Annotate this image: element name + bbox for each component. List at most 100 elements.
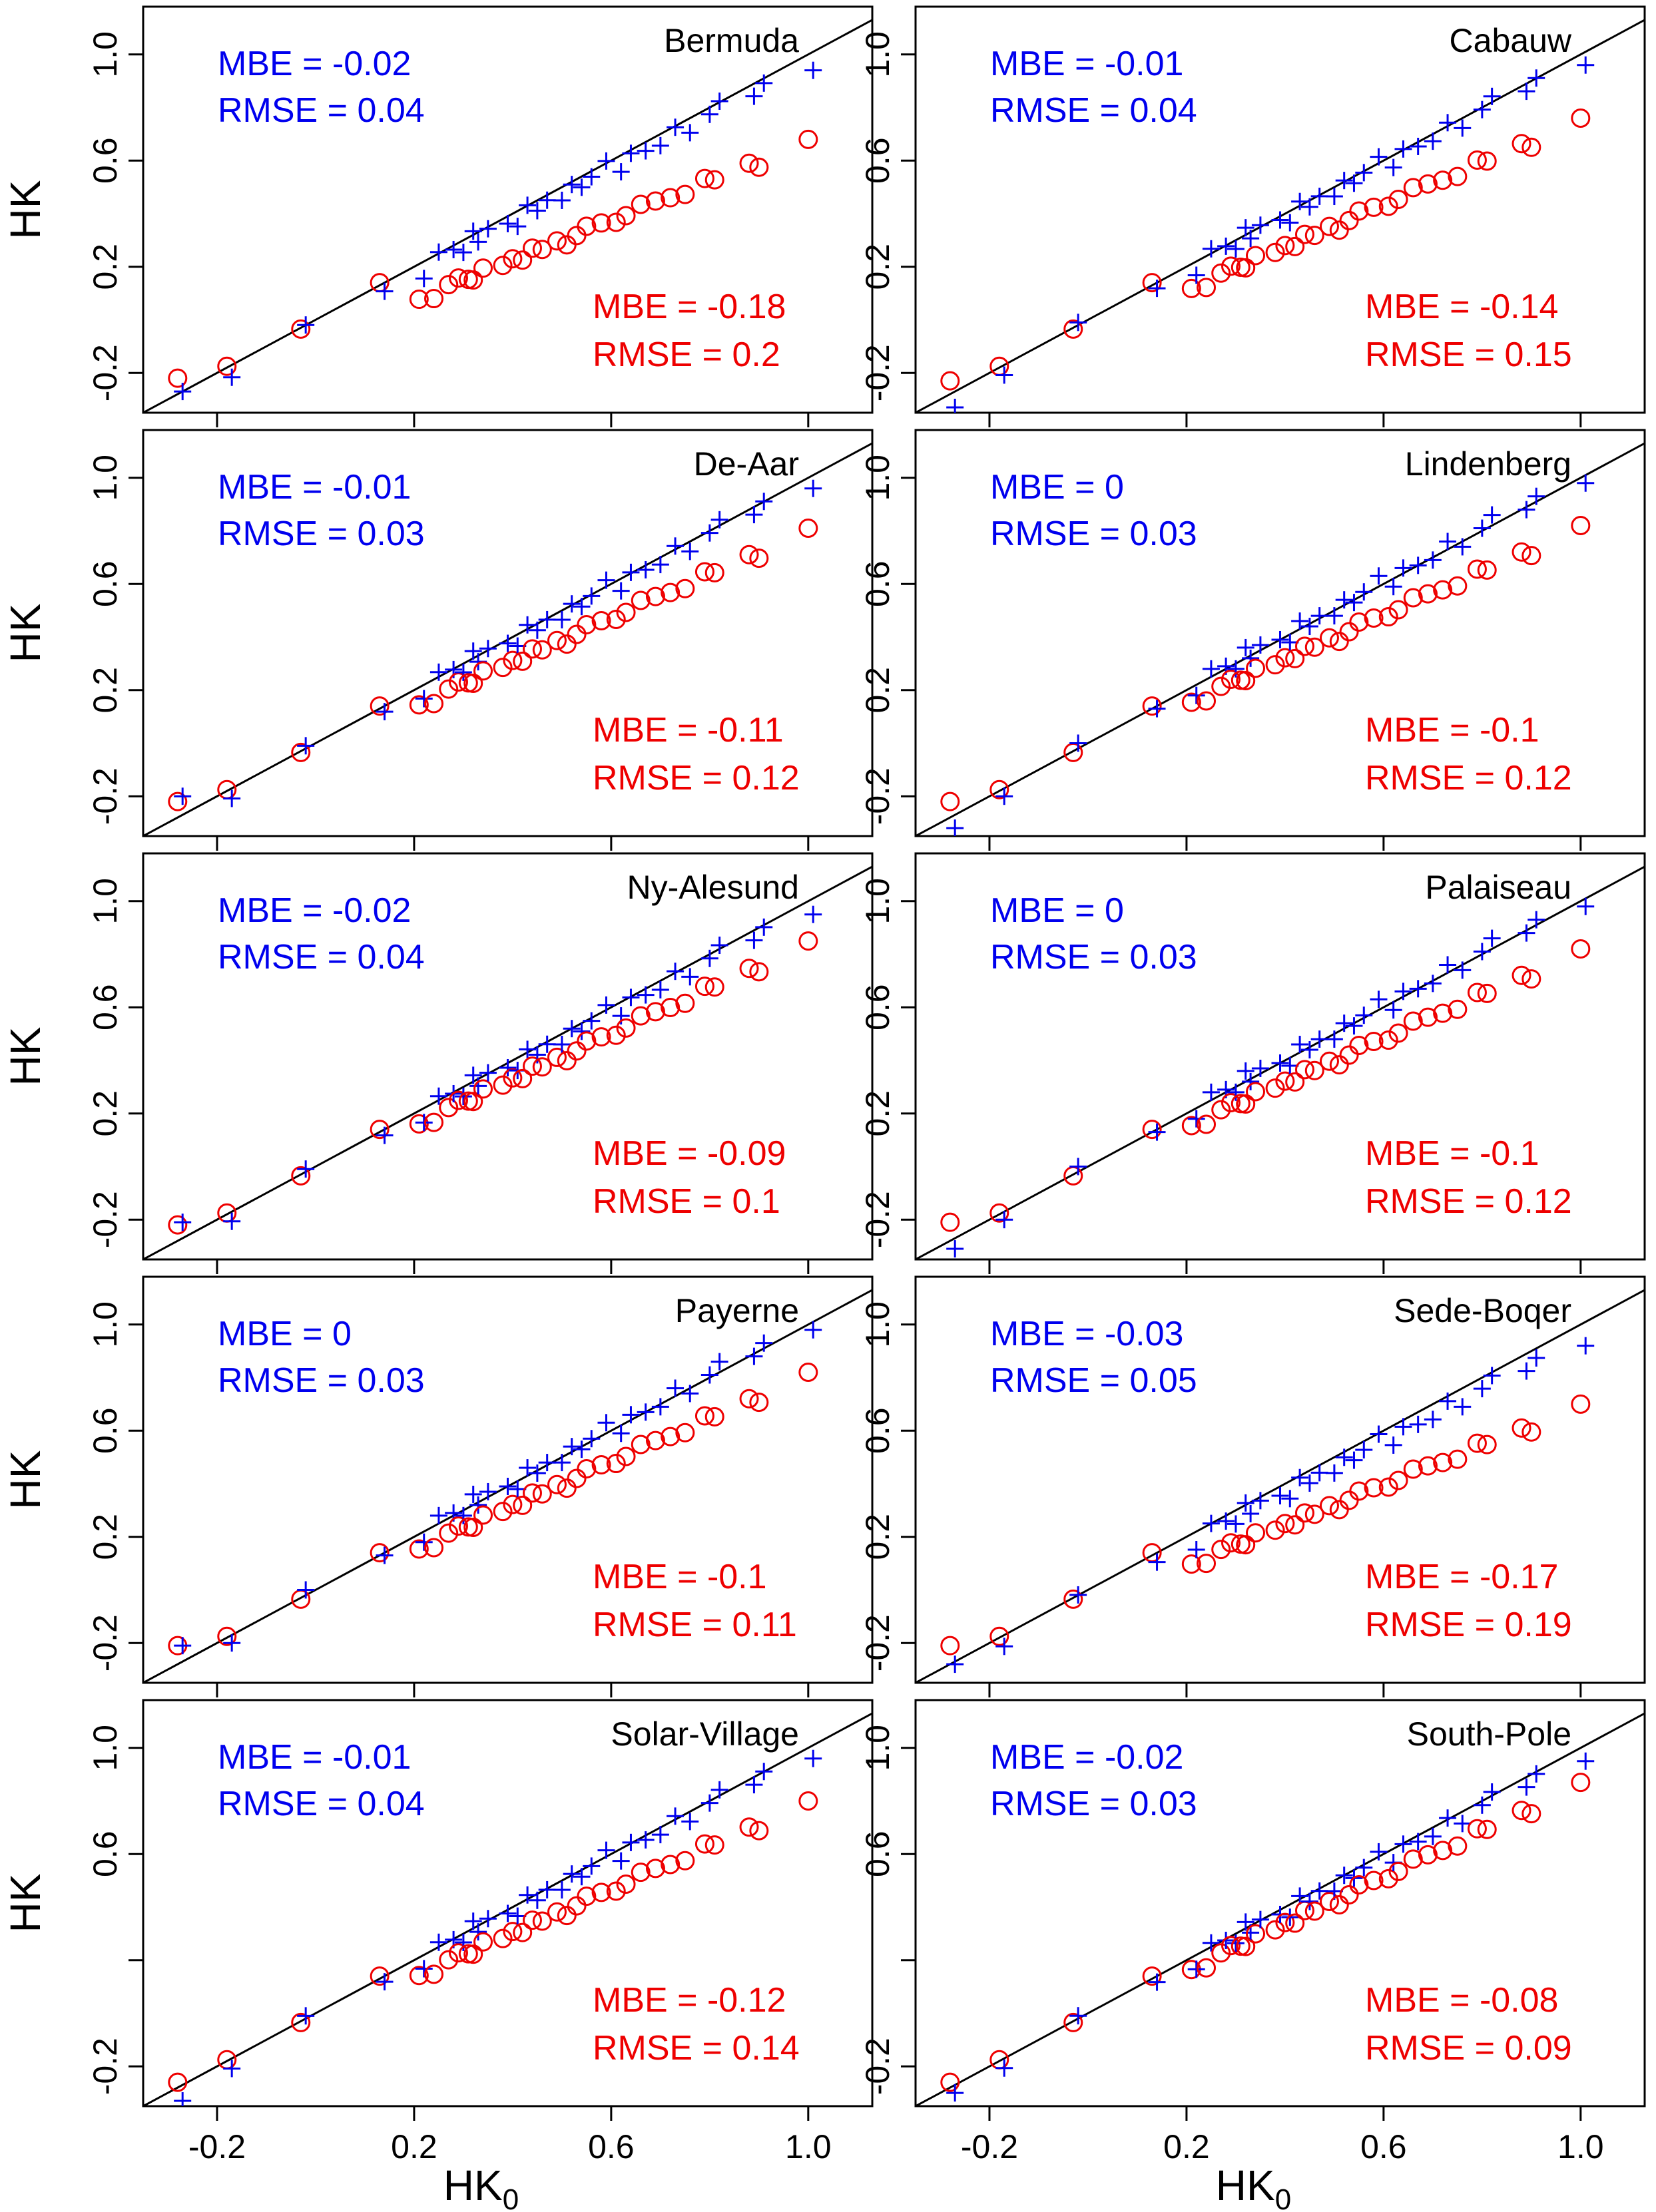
red-rmse: RMSE = 0.12: [593, 759, 800, 797]
red-circle-point: [1571, 516, 1591, 536]
red-circle-point: [439, 1098, 459, 1118]
red-mbe: MBE = -0.09: [593, 1134, 786, 1173]
red-circle-point: [532, 1911, 552, 1931]
red-circle-point: [532, 1484, 552, 1504]
station-name: Ny-Alesund: [627, 869, 799, 906]
red-circle-point: [645, 1431, 665, 1450]
red-circle-point: [798, 129, 818, 149]
red-circle-point: [1467, 983, 1487, 1002]
y-tick-label: 1.0: [87, 1725, 124, 1771]
blue-rmse: RMSE = 0.04: [218, 91, 425, 130]
red-circle-point: [424, 289, 444, 309]
red-circle-point: [577, 614, 597, 634]
red-circle-point: [1388, 1470, 1408, 1490]
red-circle-point: [1246, 1924, 1266, 1944]
y-tick-label: 0.6: [87, 1831, 124, 1877]
red-circle-point: [940, 371, 960, 391]
red-circle-point: [1448, 576, 1468, 596]
red-circle-point: [463, 270, 483, 290]
blue-rmse: RMSE = 0.03: [990, 938, 1197, 977]
panel-frame: [914, 1699, 1646, 2107]
red-circle-point: [616, 206, 636, 226]
red-circle-point: [513, 651, 533, 671]
red-circle-point: [1521, 1422, 1541, 1442]
data-points: [168, 61, 822, 401]
red-circle-point: [1467, 1433, 1487, 1453]
red-circle-point: [291, 1166, 311, 1186]
y-tick-label: 1.0: [859, 1301, 896, 1348]
red-circle-point: [1275, 236, 1295, 256]
red-circle-point: [1197, 1114, 1217, 1134]
y-tick-label: 0.6: [87, 560, 124, 607]
red-circle-point: [1512, 1418, 1531, 1438]
blue-mbe: MBE = -0.02: [218, 891, 411, 930]
red-circle-point: [493, 1502, 513, 1522]
x-axis-title-subscript: 0: [1275, 2183, 1291, 2212]
red-circle-point: [168, 2072, 188, 2092]
red-circle-point: [704, 1407, 724, 1427]
red-circle-point: [1378, 1477, 1398, 1497]
red-circle-point: [1246, 1523, 1266, 1543]
red-circle-point: [661, 582, 681, 602]
y-tick-label: 1.0: [859, 31, 896, 78]
x-axis-title-main: HK: [1216, 2161, 1275, 2209]
red-circle-point: [1063, 319, 1083, 339]
red-circle-point: [503, 249, 523, 269]
red-circle-point: [1142, 1120, 1162, 1140]
red-circle-point: [739, 1389, 759, 1409]
red-circle-point: [694, 168, 714, 188]
red-circle-point: [291, 742, 311, 762]
red-circle-point: [704, 170, 724, 190]
red-circle-point: [616, 1874, 636, 1894]
red-circle-point: [449, 1943, 469, 1963]
blue-rmse: RMSE = 0.03: [218, 515, 425, 553]
x-axis-title: HK0: [443, 2161, 519, 2212]
red-circle-point: [1339, 1045, 1359, 1065]
red-circle-point: [675, 184, 695, 204]
blue-mbe: MBE = -0.02: [990, 1738, 1183, 1777]
red-circle-point: [1477, 983, 1497, 1003]
red-circle-point: [1418, 1456, 1438, 1476]
red-circle-point: [940, 1636, 960, 1656]
panel-lindenberg: -0.2 0.2 0.6 1.0 Lindenberg MBE = 0 RMSE = 0.0…: [859, 429, 1646, 851]
red-circle-point: [1388, 1023, 1408, 1043]
red-circle-point: [522, 1483, 542, 1503]
red-circle-point: [1275, 1912, 1295, 1932]
panel-ny-alesund: -0.2 0.2 0.6 1.0 HK Ny-Alesund MBE = -0.02 RMSE…: [1, 852, 874, 1274]
red-circle-point: [503, 1922, 523, 1942]
red-circle-point: [1285, 648, 1305, 668]
data-points: [168, 1321, 822, 1656]
panel-frame: [914, 5, 1646, 414]
red-circle-point: [1364, 1871, 1384, 1890]
red-circle-point: [591, 1882, 611, 1902]
red-circle-point: [567, 1896, 587, 1916]
red-circle-point: [1403, 588, 1423, 608]
panel-frame: [142, 1275, 874, 1684]
red-circle-point: [739, 545, 759, 564]
y-tick-label: 0.2: [859, 1090, 896, 1137]
station-name: Cabauw: [1450, 22, 1572, 59]
red-circle-point: [1418, 1845, 1438, 1865]
red-circle-point: [616, 1446, 636, 1466]
red-circle-point: [1364, 1032, 1384, 1052]
red-circle-point: [1063, 1589, 1083, 1609]
red-circle-point: [513, 1495, 533, 1515]
panel-palaiseau: -0.2 0.2 0.6 1.0 Palaiseau MBE = 0 RMSE = 0.03…: [859, 852, 1646, 1274]
y-axis-title: HK: [1, 180, 49, 240]
red-circle-point: [1433, 1452, 1453, 1472]
red-circle-point: [1211, 263, 1231, 283]
red-circle-point: [1319, 216, 1339, 236]
red-circle-point: [513, 1922, 533, 1942]
red-circle-point: [1349, 1481, 1369, 1501]
red-circle-point: [645, 1002, 665, 1022]
red-circle-point: [940, 1212, 960, 1232]
red-circle-point: [1512, 542, 1531, 562]
red-circle-point: [1433, 1003, 1453, 1023]
red-circle-point: [1571, 108, 1591, 128]
red-circle-point: [1181, 1554, 1201, 1574]
y-tick-label: -0.2: [859, 1191, 896, 1248]
red-circle-point: [503, 1494, 523, 1514]
data-points: [940, 474, 1595, 836]
red-circle-point: [749, 549, 769, 568]
red-circle-point: [1236, 258, 1256, 278]
